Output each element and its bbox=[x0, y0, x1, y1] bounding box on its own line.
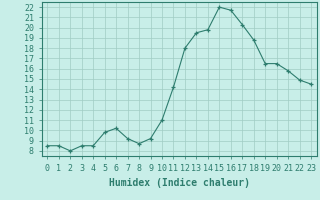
X-axis label: Humidex (Indice chaleur): Humidex (Indice chaleur) bbox=[109, 178, 250, 188]
